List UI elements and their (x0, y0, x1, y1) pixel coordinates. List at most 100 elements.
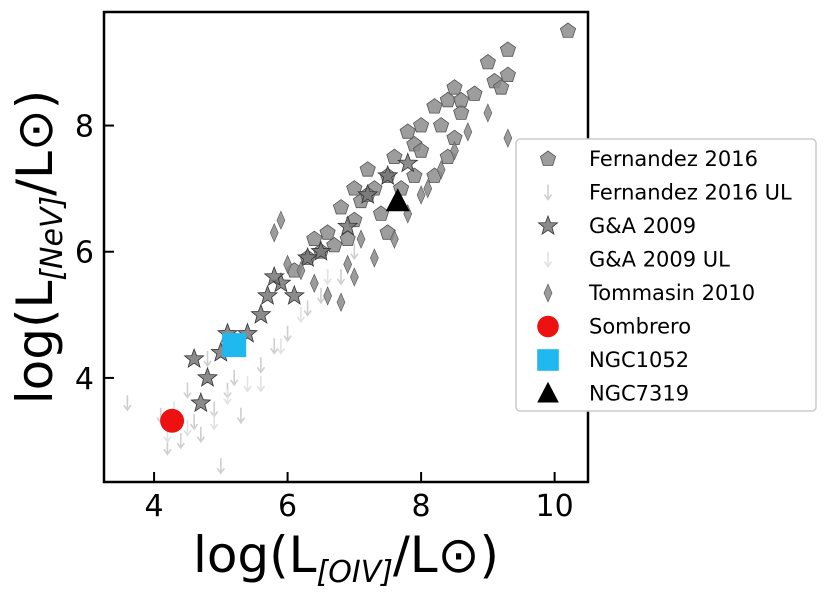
data-point-g-a-2009-ul (243, 376, 252, 393)
legend-label: Tommasin 2010 (588, 281, 755, 305)
x-axis-title-suffix: /L⊙) (393, 526, 499, 584)
data-point-fernandez-2016-ul (256, 357, 266, 374)
data-point-fernandez-2016-ul (196, 426, 205, 444)
data-point-fernandez-2016-ul (123, 395, 132, 412)
y-tick-label: 4 (75, 362, 94, 397)
data-point-g-a-2009 (397, 152, 419, 173)
data-point-fernandez-2016 (399, 123, 416, 139)
y-axis-title-sub: [NeV] (35, 196, 70, 281)
data-point-tommasin-2010 (503, 128, 513, 148)
data-points (123, 22, 577, 475)
data-point-g-a-2009 (196, 366, 219, 387)
x-tick-label: 6 (278, 489, 297, 524)
series-tommasin-2010 (269, 103, 513, 312)
x-tick-label: 4 (145, 489, 164, 524)
data-point-fernandez-2016 (426, 98, 443, 114)
y-axis-title-suffix: /L⊙) (6, 90, 64, 196)
data-point-g-a-2009-ul (296, 306, 306, 324)
legend-entry: Tommasin 2010 (543, 281, 755, 305)
data-point-fernandez-2016 (453, 104, 470, 120)
data-point-fernandez-2016 (559, 22, 577, 38)
data-point-fernandez-2016 (372, 205, 390, 221)
data-point-fernandez-2016 (379, 224, 396, 240)
legend-label: NGC1052 (589, 348, 689, 372)
legend-entry: Sombrero (537, 315, 691, 339)
series-fernandez-2016-ul (123, 243, 359, 475)
legend-marker (543, 283, 553, 303)
legend-marker (537, 214, 559, 236)
data-point-g-a-2009-ul (209, 414, 219, 431)
data-point-tommasin-2010 (343, 254, 352, 275)
legend-entry: G&A 2009 (537, 214, 696, 238)
data-point-fernandez-2016 (479, 54, 496, 70)
data-point-fernandez-2016-ul (189, 414, 199, 431)
data-point-sombrero (160, 408, 185, 433)
data-point-fernandez-2016 (493, 79, 510, 95)
data-point-fernandez-2016-ul (350, 243, 359, 261)
legend-entry: NGC1052 (537, 348, 689, 372)
data-point-g-a-2009 (283, 284, 305, 305)
data-point-fernandez-2016-ul (303, 300, 312, 317)
data-point-fernandez-2016 (499, 66, 516, 82)
legend-marker (539, 150, 557, 166)
data-point-tommasin-2010 (463, 122, 473, 142)
data-point-tommasin-2010 (390, 229, 399, 249)
data-point-tommasin-2010 (276, 210, 286, 230)
legend: Fernandez 2016 Fernandez 2016 UL G&A 2009 G… (515, 138, 817, 412)
legend-box (515, 138, 817, 412)
data-point-g-a-2009 (337, 215, 359, 236)
data-point-fernandez-2016-ul (236, 407, 246, 425)
data-point-fernandez-2016-ul (230, 369, 239, 387)
data-point-tommasin-2010 (269, 223, 279, 243)
data-point-fernandez-2016-ul (316, 287, 326, 305)
data-point-tommasin-2010 (450, 141, 459, 161)
data-point-g-a-2009-ul (183, 420, 192, 437)
y-axis-title-prefix: log(L (6, 281, 64, 405)
data-point-tommasin-2010 (416, 185, 426, 205)
data-point-fernandez-2016-ul (270, 338, 279, 355)
y-tick-label: 8 (75, 110, 94, 145)
x-axis-title-prefix: log(L (193, 526, 317, 584)
legend-label: Sombrero (589, 315, 691, 339)
data-point-fernandez-2016 (413, 142, 430, 158)
legend-marker (537, 349, 559, 371)
y-tick-label: 6 (75, 236, 94, 271)
series-ngc1052 (222, 333, 247, 358)
data-point-g-a-2009 (310, 240, 332, 261)
data-point-tommasin-2010 (336, 292, 346, 312)
data-point-tommasin-2010 (309, 273, 319, 294)
legend-items: Fernandez 2016 Fernandez 2016 UL G&A 2009 G… (537, 147, 792, 406)
legend-label: G&A 2009 (589, 214, 696, 238)
x-axis-ticks: 4 6 8 10 (145, 472, 574, 524)
data-point-tommasin-2010 (423, 178, 433, 199)
data-point-g-a-2009 (357, 183, 379, 204)
data-point-g-a-2009 (256, 284, 279, 305)
y-axis-ticks: 4 6 8 (75, 110, 114, 397)
data-point-tommasin-2010 (483, 103, 493, 123)
legend-label: Fernandez 2016 (589, 147, 758, 171)
data-point-fernandez-2016 (306, 230, 323, 247)
data-point-fernandez-2016 (439, 91, 456, 108)
legend-marker (537, 315, 559, 338)
legend-label: Fernandez 2016 UL (589, 181, 792, 205)
x-tick-label: 10 (536, 489, 574, 524)
legend-entry: Fernandez 2016 (539, 147, 758, 171)
data-point-fernandez-2016-ul (176, 432, 185, 450)
data-point-g-a-2009 (183, 347, 205, 369)
data-point-tommasin-2010 (436, 159, 446, 180)
data-point-fernandez-2016 (446, 79, 463, 95)
data-point-fernandez-2016 (332, 199, 350, 215)
data-point-g-a-2009 (250, 303, 272, 324)
data-point-g-a-2009 (377, 164, 399, 186)
data-point-ngc7319 (385, 188, 410, 212)
legend-marker (543, 251, 553, 268)
legend-marker (537, 381, 559, 403)
data-point-ngc1052 (222, 333, 247, 358)
plot-area: 4 6 8 10 4 6 8 (75, 10, 590, 524)
data-point-g-a-2009-ul (276, 338, 286, 355)
data-point-tommasin-2010 (283, 254, 292, 275)
data-point-fernandez-2016 (453, 91, 470, 108)
series-sombrero (160, 408, 185, 433)
data-point-fernandez-2016 (339, 230, 356, 247)
